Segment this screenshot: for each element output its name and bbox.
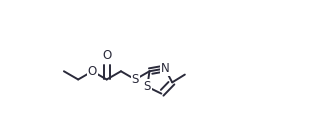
Text: O: O [102, 49, 111, 62]
Text: S: S [131, 73, 139, 86]
Text: N: N [161, 62, 169, 75]
Text: O: O [88, 65, 97, 78]
Text: S: S [143, 80, 151, 93]
